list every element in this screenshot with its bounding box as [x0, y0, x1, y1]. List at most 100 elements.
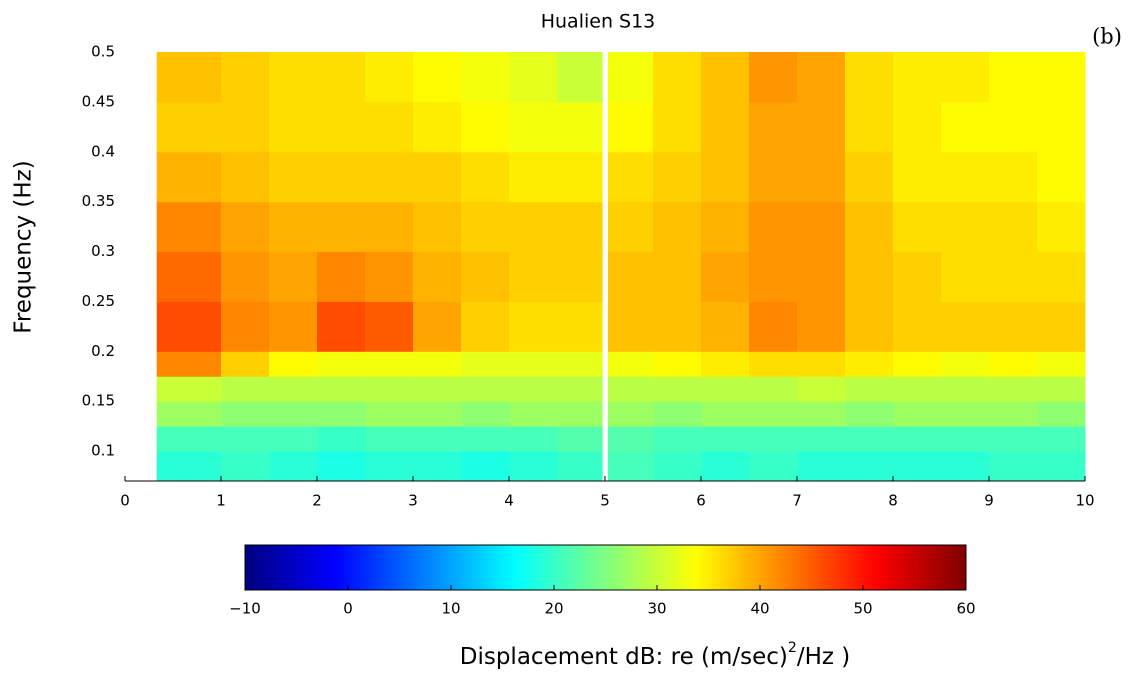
heatmap-cell: [557, 52, 603, 103]
colorbar-tick-label: 40: [750, 600, 769, 618]
heatmap-cell: [269, 351, 318, 377]
heatmap-cell: [1037, 451, 1086, 482]
heatmap-cell: [653, 351, 702, 377]
heatmap-cell: [221, 101, 270, 153]
heatmap-cell: [461, 376, 510, 402]
heatmap-cell: [701, 251, 750, 302]
heatmap-cell: [269, 301, 318, 352]
colorbar-tick-label: 30: [647, 600, 666, 618]
heatmap-cell: [509, 201, 558, 253]
heatmap-cell: [156, 251, 222, 302]
heatmap-cell: [156, 351, 222, 377]
heatmap-cell: [893, 376, 942, 402]
heatmap-cell: [509, 52, 558, 103]
heatmap-cell: [653, 52, 702, 103]
heatmap-cell: [797, 101, 846, 153]
heatmap-cell: [269, 151, 318, 203]
x-tick-label: 6: [696, 492, 706, 510]
heatmap-cell: [461, 426, 510, 452]
heatmap-cell: [365, 451, 414, 482]
heatmap-cell: [749, 451, 798, 482]
heatmap-cell: [365, 351, 414, 377]
colorbar-label: Displacement dB: re (m/sec)2/Hz ): [460, 640, 850, 670]
heatmap-cell: [365, 251, 414, 302]
heatmap-cell: [653, 401, 702, 427]
colorbar-label-text: Displacement dB: re (m/sec): [460, 644, 788, 670]
heatmap-cell: [557, 376, 603, 402]
heatmap-cell: [461, 351, 510, 377]
heatmap-cell: [221, 52, 270, 103]
heatmap-cell: [749, 426, 798, 452]
heatmap-cell: [989, 301, 1038, 352]
heatmap-cell: [269, 376, 318, 402]
heatmap-cell: [653, 101, 702, 153]
heatmap-cell: [797, 401, 846, 427]
heatmap-cell: [1037, 376, 1086, 402]
heatmap-cell: [269, 52, 318, 103]
y-tick-label: 0.5: [91, 43, 115, 61]
heatmap-cell: [269, 101, 318, 153]
heatmap-cell: [749, 401, 798, 427]
heatmap-cell: [557, 201, 603, 253]
heatmap-cell: [893, 301, 942, 352]
heatmap-cell: [893, 351, 942, 377]
heatmap-cell: [797, 52, 846, 103]
heatmap-cell: [317, 351, 366, 377]
heatmap-cell: [653, 251, 702, 302]
heatmap-cell: [1037, 251, 1086, 302]
heatmap-cell: [365, 401, 414, 427]
heatmap-cell: [413, 351, 462, 377]
panel-label: (b): [1092, 25, 1122, 49]
heatmap-cell: [701, 101, 750, 153]
colorbar: [244, 544, 967, 591]
x-tick-label: 1: [216, 492, 226, 510]
heatmap-cell: [607, 201, 654, 253]
heatmap-cell: [221, 426, 270, 452]
heatmap-cell: [749, 376, 798, 402]
heatmap-cell: [156, 401, 222, 427]
heatmap-cell: [701, 351, 750, 377]
heatmap-cell: [893, 101, 942, 153]
y-tick-label: 0.2: [91, 342, 115, 360]
heatmap-cell: [557, 426, 603, 452]
heatmap-cell: [557, 101, 603, 153]
heatmap-cell: [941, 101, 990, 153]
heatmap-cell: [317, 451, 366, 482]
heatmap-cell: [797, 451, 846, 482]
heatmap-cell: [749, 251, 798, 302]
colorbar-axis: −10 0 10 20 30 40 50 60: [229, 585, 976, 618]
heatmap-cell: [989, 251, 1038, 302]
heatmap-cell: [156, 426, 222, 452]
heatmap-cell: [1037, 426, 1086, 452]
heatmap-cell: [797, 201, 846, 253]
heatmap-cell: [845, 201, 894, 253]
heatmap-cell: [701, 451, 750, 482]
y-tick-label: 0.1: [91, 442, 115, 460]
heatmap-cell: [701, 376, 750, 402]
x-tick-label: 3: [408, 492, 418, 510]
heatmap-cell: [317, 401, 366, 427]
heatmap-cell: [269, 401, 318, 427]
heatmap-cell: [269, 201, 318, 253]
heatmap-cell: [797, 301, 846, 352]
heatmap-cell: [701, 52, 750, 103]
heatmap-cell: [1037, 52, 1086, 103]
heatmap-cell: [413, 101, 462, 153]
x-tick-label: 0: [120, 492, 130, 510]
heatmap-cell: [221, 201, 270, 253]
heatmap-cell: [413, 151, 462, 203]
heatmap-cell: [221, 451, 270, 482]
heatmap-cell: [701, 151, 750, 203]
heatmap-cell: [989, 401, 1038, 427]
plot-area: [156, 52, 1086, 482]
heatmap-cell: [413, 301, 462, 352]
heatmap-cell: [797, 376, 846, 402]
heatmap-cell: [221, 351, 270, 377]
heatmap-cell: [701, 401, 750, 427]
heatmap-cell: [413, 52, 462, 103]
colorbar-tick-label: 20: [544, 600, 563, 618]
heatmap-cell: [365, 301, 414, 352]
heatmap-cell: [893, 451, 942, 482]
heatmap-cell: [269, 426, 318, 452]
heatmap-cell: [749, 201, 798, 253]
